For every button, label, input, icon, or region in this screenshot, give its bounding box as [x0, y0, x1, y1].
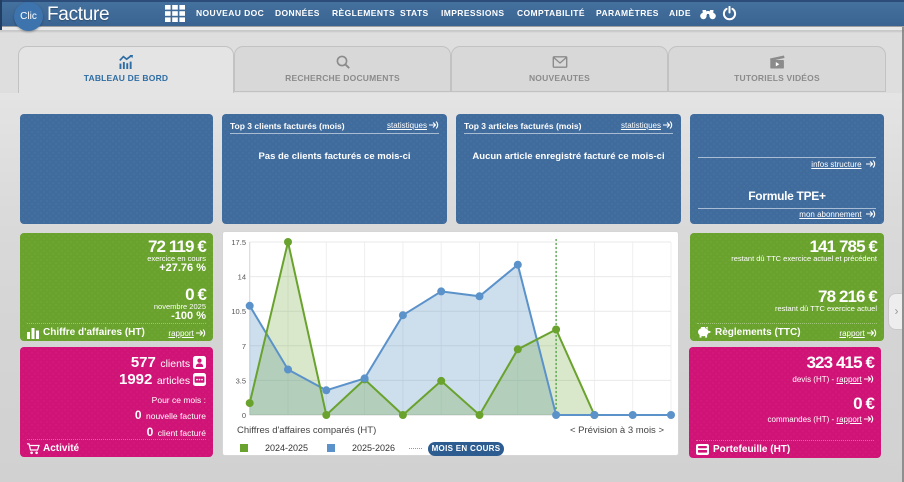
svg-text:14: 14 [238, 273, 246, 282]
svg-text:3.5: 3.5 [236, 376, 246, 385]
svg-text:17.5: 17.5 [231, 238, 246, 247]
svg-text:10.5: 10.5 [231, 307, 246, 316]
svg-text:0: 0 [242, 411, 246, 420]
svg-text:7: 7 [242, 342, 246, 351]
